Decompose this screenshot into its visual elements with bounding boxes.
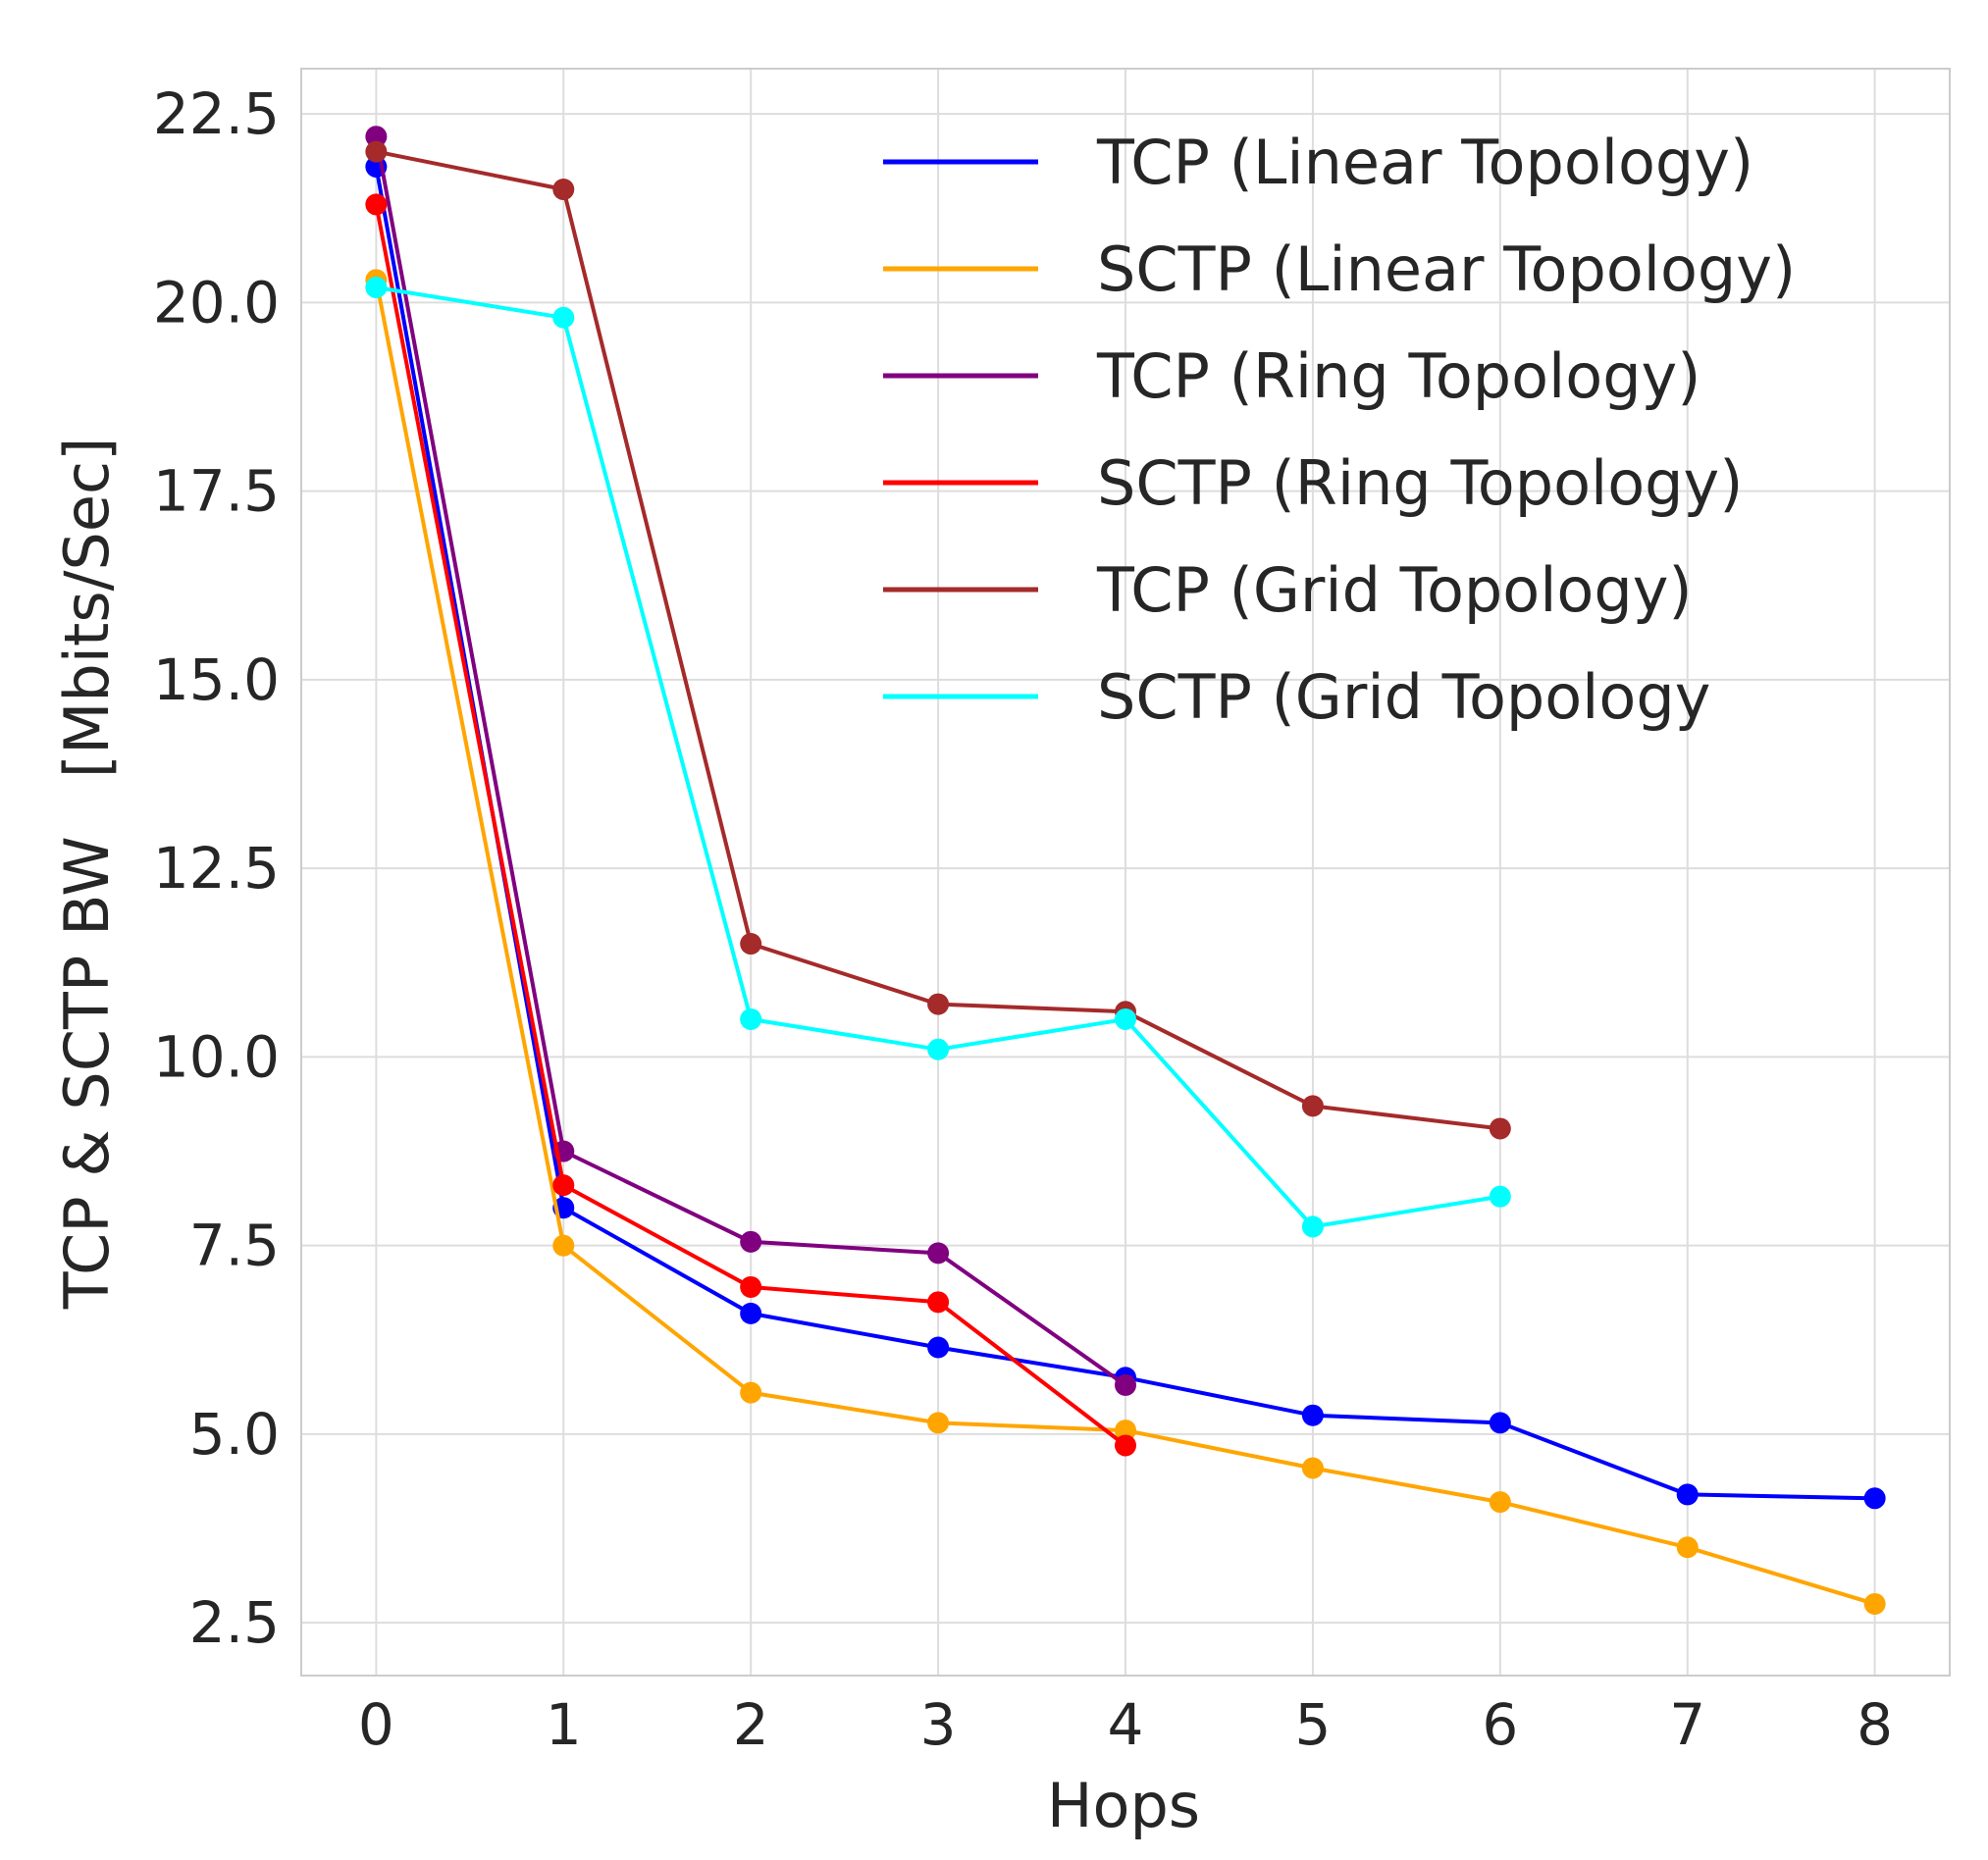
data-point [1676,1536,1699,1559]
data-point [927,1412,950,1434]
data-point [1301,1404,1324,1426]
y-tick-label: 22.5 [153,80,280,147]
legend-label: TCP (Linear Topology) [1096,127,1753,198]
data-point [1115,1373,1136,1396]
legend-item: TCP (Grid Topology) [883,554,1693,626]
y-tick-label: 17.5 [153,458,280,525]
series-group [365,126,1886,1615]
y-tick-label: 15.0 [153,646,280,713]
x-tick-label: 7 [1669,1691,1705,1758]
data-point [365,277,388,299]
data-point [927,993,950,1015]
y-tick-label: 5.0 [189,1401,280,1468]
x-tick-label: 6 [1482,1691,1518,1758]
y-axis-label: TCP & SCTP BW [Mbits/Sec] [51,438,123,1311]
legend: TCP (Linear Topology) SCTP (Linear Topolo… [883,127,1796,733]
data-point [365,193,388,216]
data-point [927,1336,950,1359]
data-point [1301,1457,1324,1479]
x-tick-label: 4 [1108,1691,1144,1758]
data-point [1489,1412,1511,1434]
legend-label: TCP (Ring Topology) [1096,340,1700,412]
y-tick-labels: 2.5 5.0 7.5 10.0 12.5 15.0 17.5 20.0 22.5 [153,80,280,1656]
legend-label: SCTP (Ring Topology) [1097,447,1743,519]
x-tick-labels: 0 1 2 3 4 5 6 7 8 [358,1691,1893,1758]
data-point [740,1008,762,1030]
legend-label: TCP (Grid Topology) [1096,554,1693,626]
x-tick-label: 3 [920,1691,957,1758]
data-point [740,1381,762,1404]
y-tick-label: 12.5 [153,835,280,902]
y-tick-label: 10.0 [153,1023,280,1090]
data-point [1676,1483,1699,1506]
y-tick-label: 7.5 [189,1213,280,1279]
data-point [740,1275,762,1298]
data-point [927,1038,950,1060]
data-point [1115,1434,1136,1457]
x-tick-label: 0 [358,1691,394,1758]
data-point [552,1174,575,1197]
y-tick-label: 2.5 [189,1589,280,1656]
data-point [927,1242,950,1265]
data-point [1301,1095,1324,1117]
y-tick-label: 20.0 [153,269,280,336]
legend-item: SCTP (Ring Topology) [883,447,1743,519]
data-point [1115,1420,1136,1442]
data-point [1863,1592,1886,1615]
legend-item: TCP (Linear Topology) [883,127,1753,198]
x-axis-label: Hops [1047,1770,1200,1841]
series-4 [365,193,1136,1457]
series-6 [365,277,1511,1238]
data-point [740,1230,762,1253]
legend-item: TCP (Ring Topology) [883,340,1700,412]
legend-label: SCTP (Linear Topology) [1097,233,1796,305]
data-point [740,1302,762,1324]
legend-item: SCTP (Grid Topology [883,661,1710,733]
data-point [740,933,762,956]
plot-frame [300,68,1951,1677]
data-point [1489,1491,1511,1514]
data-point [365,140,388,163]
data-point [927,1291,950,1314]
data-point [552,1234,575,1257]
data-point [1863,1487,1886,1510]
data-point [552,306,575,329]
data-point [1115,1008,1136,1030]
legend-item: SCTP (Linear Topology) [883,233,1796,305]
x-tick-label: 2 [733,1691,769,1758]
series-5 [365,140,1511,1140]
data-point [1489,1117,1511,1140]
data-point [1301,1215,1324,1238]
legend-label: SCTP (Grid Topology [1097,661,1710,733]
data-point [552,179,575,201]
x-tick-label: 8 [1857,1691,1893,1758]
data-point [1489,1185,1511,1208]
x-tick-label: 1 [546,1691,582,1758]
data-point [365,126,388,148]
x-tick-label: 5 [1294,1691,1331,1758]
